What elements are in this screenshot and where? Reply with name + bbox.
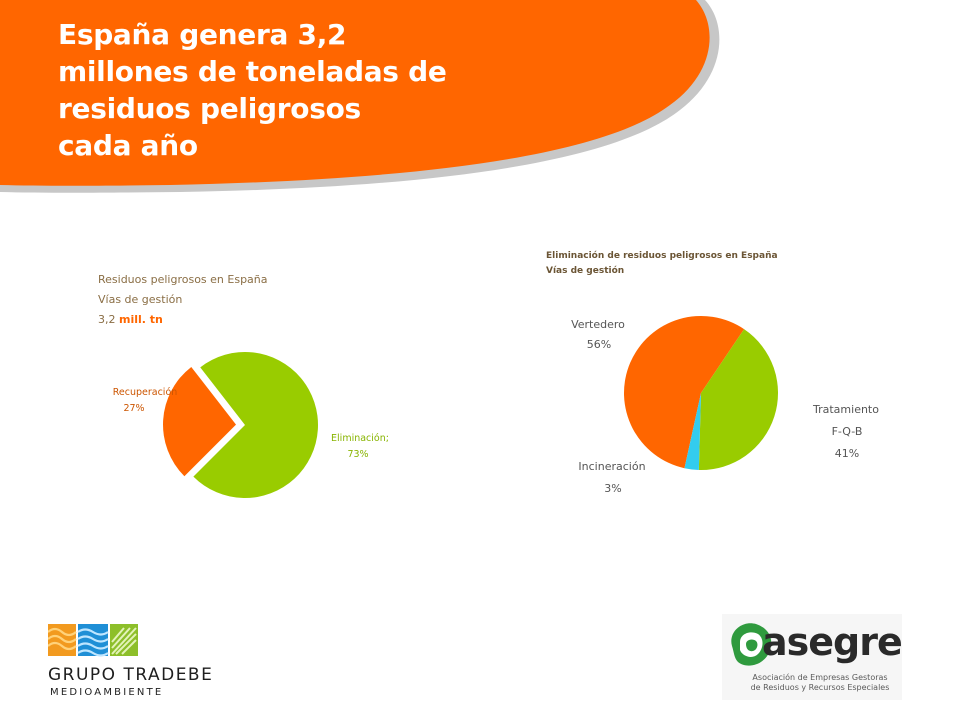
- slide-title: España genera 3,2 millones de toneladas …: [58, 16, 447, 164]
- chart2-header: Eliminación de residuos peligrosos en Es…: [546, 249, 778, 279]
- chart2-label-tratamiento-line-3: 41%: [835, 447, 859, 460]
- asegre-name: asegre: [762, 620, 903, 664]
- chart1-slice-eliminacion: [193, 352, 319, 499]
- chart1-total-unit: mill. tn: [119, 313, 163, 326]
- header-banner: [0, 0, 720, 193]
- chart2-label-incineracion-name: Incineración: [578, 460, 645, 473]
- chart1-label-recuperacion-name: Recuperación: [113, 387, 178, 398]
- chart2-label-tratamiento-line-1: Tratamiento: [812, 403, 879, 416]
- chart2-title-line-2: Vías de gestión: [546, 266, 625, 276]
- chart2-slice-incineracion: [684, 393, 701, 470]
- header-ellipse: [0, 0, 710, 186]
- title-line-3: residuos peligrosos: [58, 92, 361, 125]
- chart2-title-line-1: Eliminación de residuos peligrosos en Es…: [546, 251, 778, 261]
- chart2-label-vertedero-value: 56%: [587, 338, 611, 351]
- chart1-label-eliminacion-name: Eliminación;: [331, 433, 389, 444]
- chart1-total-value: 3,2: [98, 313, 116, 326]
- asegre-subtitle-line-1: Asociación de Empresas Gestoras: [752, 673, 888, 682]
- tradebe-logo: GRUPO TRADEBE MEDIOAMBIENTE: [48, 624, 268, 704]
- chart2-label-vertedero-name: Vertedero: [571, 318, 625, 331]
- asegre-logo: asegre Asociación de Empresas Gestoras d…: [722, 614, 903, 700]
- chart2-label-tratamiento-line-2: F-Q-B: [832, 425, 863, 438]
- tradebe-subtitle: MEDIOAMBIENTE: [50, 687, 164, 698]
- title-line-2: millones de toneladas de: [58, 55, 447, 88]
- chart2-label-incineracion-value: 3%: [604, 482, 621, 495]
- title-line-4: cada año: [58, 129, 198, 162]
- chart1-title-line-1: Residuos peligrosos en España: [98, 273, 268, 286]
- title-line-1: España genera 3,2: [58, 18, 347, 51]
- chart1-total: 3,2 mill. tn: [98, 310, 268, 330]
- chart1-label-recuperacion-value: 27%: [123, 403, 144, 414]
- chart2-slice-vertedero: [624, 315, 745, 469]
- tradebe-name: GRUPO TRADEBE: [48, 665, 214, 685]
- asegre-subtitle: Asociación de Empresas Gestoras de Resid…: [740, 673, 900, 693]
- chart2-slice-tratamiento: [698, 329, 779, 471]
- asegre-emblem-icon: [731, 623, 772, 666]
- chart1-slice-recuperacion: [163, 366, 237, 477]
- chart1-title-line-2: Vías de gestión: [98, 293, 183, 306]
- chart1-header: Residuos peligrosos en España Vías de ge…: [98, 270, 268, 330]
- chart1-label-eliminacion-value: 73%: [347, 449, 368, 460]
- asegre-subtitle-line-2: de Residuos y Recursos Especiales: [750, 683, 890, 692]
- tradebe-emblem-icon: [48, 624, 138, 657]
